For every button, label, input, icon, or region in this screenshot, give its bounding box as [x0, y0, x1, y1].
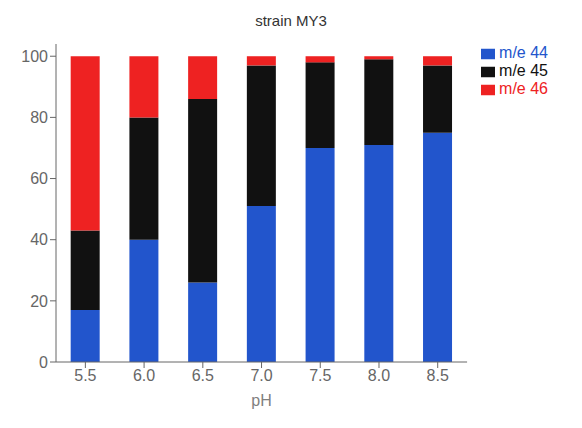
html-text:m/e 46: m/e 46: [499, 80, 548, 97]
svg-text:7.5: 7.5: [309, 367, 331, 384]
svg-text:80: 80: [30, 109, 48, 126]
svg-text:60: 60: [30, 170, 48, 187]
svg-text:0: 0: [39, 354, 48, 371]
svg-text:8.0: 8.0: [368, 367, 390, 384]
svg-text:40: 40: [30, 231, 48, 248]
svg-text:100: 100: [21, 48, 48, 65]
html-text:m/e 44: m/e 44: [499, 44, 548, 61]
svg-text:6.5: 6.5: [192, 367, 214, 384]
html-text:m/e 45: m/e 45: [499, 62, 548, 79]
svg-text:5.5: 5.5: [74, 367, 96, 384]
svg-text:6.0: 6.0: [133, 367, 155, 384]
svg-text:20: 20: [30, 293, 48, 310]
svg-text:pH: pH: [251, 392, 271, 409]
svg-text:7.0: 7.0: [250, 367, 272, 384]
html-text:strain MY3: strain MY3: [255, 12, 327, 29]
svg-text:8.5: 8.5: [427, 367, 449, 384]
